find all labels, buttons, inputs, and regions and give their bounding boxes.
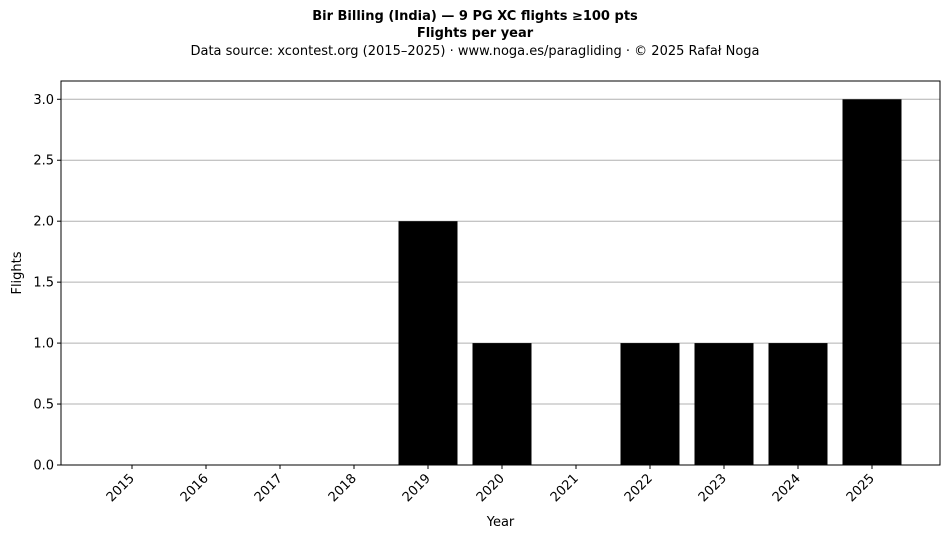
x-tick-label: 2020 (474, 471, 508, 505)
y-tick-label: 1.5 (33, 276, 54, 291)
bar-2023 (694, 343, 754, 465)
x-tick-label: 2018 (326, 471, 360, 505)
x-tick-label: 2025 (844, 471, 878, 505)
y-tick-label: 2.5 (33, 154, 54, 169)
y-axis-label: Flights (10, 251, 25, 294)
chart-caption: Data source: xcontest.org (2015–2025) · … (190, 44, 760, 59)
bar-2020 (472, 343, 532, 465)
chart-subtitle: Flights per year (416, 26, 534, 41)
plot-frame (60, 80, 941, 466)
x-tick-label: 2017 (252, 471, 286, 505)
y-tick-label: 3.0 (33, 93, 54, 108)
x-axis-label: Year (486, 515, 515, 530)
chart-title: Bir Billing (India) — 9 PG XC flights ≥1… (312, 9, 638, 24)
x-tick-label: 2023 (696, 471, 730, 505)
bar-2025 (842, 99, 902, 466)
x-axis: 2015 2016 2017 2018 2019 2020 2021 2022 2023 2024… (104, 465, 878, 505)
y-tick-label: 0.5 (33, 398, 54, 413)
bars (398, 99, 902, 466)
x-tick-label: 2022 (622, 471, 656, 505)
y-tick-label: 1.0 (33, 337, 54, 352)
x-tick-label: 2016 (178, 471, 212, 505)
x-tick-label: 2021 (548, 471, 582, 505)
y-axis: 0.0 0.5 1.0 1.5 2.0 2.5 3.0 (33, 93, 61, 474)
chart-titles: Bir Billing (India) — 9 PG XC flights ≥1… (0, 8, 950, 60)
bar-2024 (768, 343, 828, 465)
x-tick-label: 2024 (770, 471, 804, 505)
bar-2019 (398, 221, 458, 465)
x-tick-label: 2015 (104, 471, 138, 505)
y-tick-label: 0.0 (33, 459, 54, 474)
y-tick-label: 2.0 (33, 215, 54, 230)
x-tick-label: 2019 (400, 471, 434, 505)
bar-2022 (620, 343, 680, 465)
